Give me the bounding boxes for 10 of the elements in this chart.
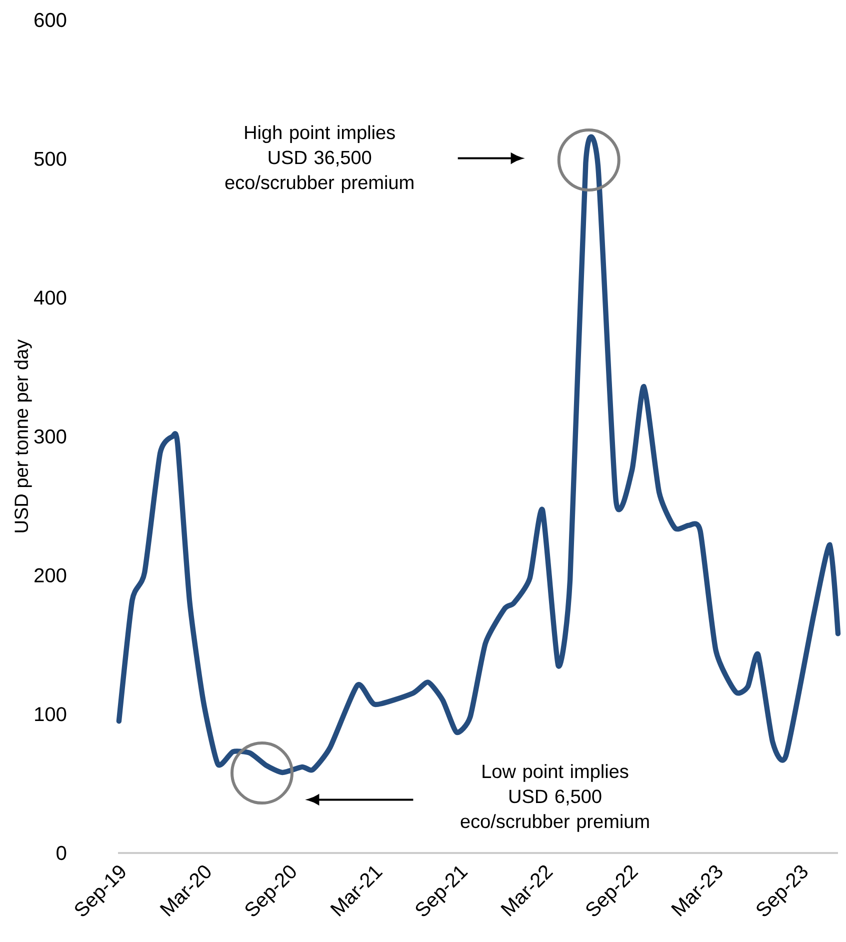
annotation: High point implies USD 36,500 eco/scrubber premium <box>225 125 414 193</box>
y-axis-title: USD per tonne per day <box>14 339 32 532</box>
y-tick-label: 600 <box>34 12 66 28</box>
y-tick-label: 500 <box>34 152 66 166</box>
y-tick-label: 400 <box>34 290 66 305</box>
y-tick-label: 200 <box>34 568 66 582</box>
annotation: Low point implies USD 6,500 eco/scrubber premium <box>460 764 649 832</box>
y-tick-label: 100 <box>35 707 66 722</box>
y-tick-label: 300 <box>34 429 66 444</box>
y-tick-label: 0 <box>56 846 66 860</box>
